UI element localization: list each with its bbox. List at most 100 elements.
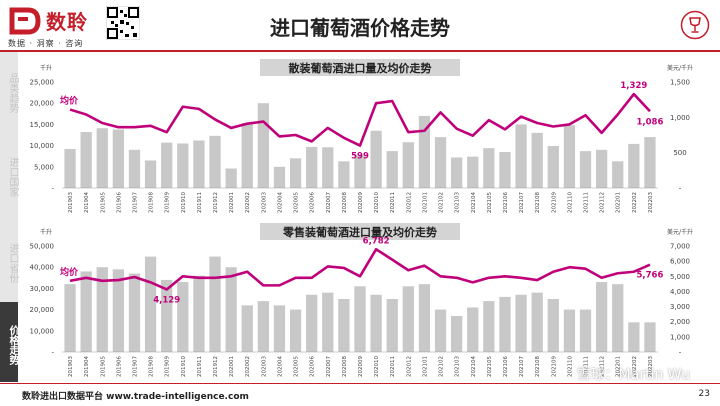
chart-bar xyxy=(209,135,221,188)
qr-code-icon xyxy=(106,6,140,40)
x-tick-label: 202202 xyxy=(632,192,638,213)
x-tick-label: 202009 xyxy=(358,356,364,377)
sidebar-tab-price-trend[interactable]: 价格走势 xyxy=(0,302,18,382)
chart-bar xyxy=(273,166,286,188)
x-tick-label: 202011 xyxy=(390,356,396,377)
logo-tagline: 数据 · 洞察 · 咨询 xyxy=(8,39,84,48)
chart-bar xyxy=(547,146,559,188)
chart-bar xyxy=(161,279,173,352)
chart-bar xyxy=(595,149,608,188)
chart-title-bar xyxy=(260,223,460,240)
x-tick-label: 202004 xyxy=(277,356,283,377)
sidebar-tab-import-province[interactable]: 进口省份 xyxy=(7,243,18,283)
x-tick-label: 202012 xyxy=(406,356,412,377)
chart-title-bar xyxy=(260,59,460,76)
chart-bar xyxy=(80,132,92,188)
chart-bar xyxy=(612,284,624,352)
chart-bar xyxy=(402,286,414,352)
y2-tick-label: 500 xyxy=(673,149,686,157)
bulk-wine-chart: 散装葡萄酒进口量及均价走势 千升 美元/千升 - 5,000 10,000 15,000 20… xyxy=(30,59,693,213)
chart-bar xyxy=(112,129,125,188)
chart-bar xyxy=(579,309,592,352)
chart-bar xyxy=(515,294,527,352)
chart-bar xyxy=(434,137,447,188)
y2-tick-label: 6,000 xyxy=(670,258,690,266)
chart-title: 散装葡萄酒进口量及均价走势 xyxy=(289,61,432,75)
chart-bar xyxy=(434,309,447,352)
chart-bar xyxy=(161,142,173,188)
chart-bar xyxy=(193,275,205,352)
chart-bar xyxy=(612,161,624,188)
x-tick-label: 201912 xyxy=(213,192,219,213)
x-tick-label: 201907 xyxy=(132,192,138,213)
sidebar-tab-import-country[interactable]: 进口国家 xyxy=(7,157,18,197)
chart-bar xyxy=(418,284,431,352)
chart-bar xyxy=(273,305,286,352)
x-tick-label: 202007 xyxy=(326,192,332,213)
chart-bar xyxy=(628,143,640,188)
x-tick-label: 202203 xyxy=(648,356,654,377)
chart-bar xyxy=(289,309,302,352)
x-tick-label: 202104 xyxy=(471,356,477,377)
logo-icon xyxy=(9,7,41,35)
x-tick-label: 202101 xyxy=(422,356,428,377)
chart-bar xyxy=(354,286,366,352)
y2-tick-label: 3,000 xyxy=(670,303,690,311)
x-tick-label: 201907 xyxy=(132,356,138,377)
data-label: 6,782 xyxy=(363,236,390,246)
y-tick-label: 30,000 xyxy=(30,285,55,293)
x-tick-label: 202102 xyxy=(439,192,445,213)
x-tick-label: 201903 xyxy=(68,192,74,213)
chart-bar xyxy=(563,309,576,352)
chart-bar xyxy=(289,158,302,188)
chart-bar xyxy=(483,148,495,188)
x-tick-label: 202001 xyxy=(229,356,235,377)
x-tick-label: 201906 xyxy=(116,356,122,377)
chart-bar xyxy=(112,269,125,352)
y-tick-label: 20,000 xyxy=(30,100,55,108)
y2-tick-label: - xyxy=(679,185,682,193)
x-tick-label: 202110 xyxy=(567,192,573,213)
x-tick-label: 202012 xyxy=(406,192,412,213)
chart-bar xyxy=(144,256,157,352)
x-tick-label: 202111 xyxy=(584,192,590,213)
x-tick-label: 202102 xyxy=(439,356,445,377)
logo-text: 数聆 xyxy=(46,10,88,34)
data-label: 4,129 xyxy=(153,295,180,305)
x-tick-label: 201908 xyxy=(149,192,155,213)
x-tick-label: 202111 xyxy=(584,356,590,377)
y-tick-label: - xyxy=(51,185,54,193)
y2-tick-label: 1,000 xyxy=(670,114,690,122)
y2-tick-label: 2,000 xyxy=(670,318,690,326)
chart-bar xyxy=(128,149,141,188)
line-series-label: 均价 xyxy=(60,266,79,278)
x-tick-label: 202105 xyxy=(487,192,493,213)
sidebar-tab-category-trend[interactable]: 品类趋势 xyxy=(7,73,18,113)
y2-axis-unit: 美元/千升 xyxy=(667,64,693,72)
x-tick-label: 202202 xyxy=(632,356,638,377)
sidebar: 品类趋势 进口国家 进口省份 价格走势 xyxy=(0,52,18,382)
x-tick-label: 202001 xyxy=(229,192,235,213)
chart-bar xyxy=(531,292,543,352)
retail-wine-chart: 零售装葡萄酒进口量及均价走势 千升 美元/千升 - 10,000 20,000 30,000… xyxy=(30,223,693,377)
chart-bar xyxy=(579,151,592,188)
x-tick-label: 202011 xyxy=(390,192,396,213)
x-tick-label: 201905 xyxy=(100,356,106,377)
y2-tick-label: 1,500 xyxy=(670,79,690,87)
chart-bar xyxy=(257,103,269,188)
chart-bar xyxy=(338,299,350,352)
x-tick-label: 202106 xyxy=(503,192,509,213)
x-tick-label: 202201 xyxy=(616,356,622,377)
x-tick-label: 202002 xyxy=(245,356,251,377)
line-series-label: 均价 xyxy=(60,95,79,107)
x-tick-label: 202112 xyxy=(600,192,606,213)
y-axis-unit: 千升 xyxy=(40,228,52,236)
x-tick-label: 202203 xyxy=(648,192,654,213)
x-tick-label: 202105 xyxy=(487,356,493,377)
x-tick-label: 202201 xyxy=(616,192,622,213)
chart-bar xyxy=(418,115,431,188)
x-tick-label: 202005 xyxy=(294,192,300,213)
chart-bar xyxy=(177,282,189,352)
y-tick-label: 5,000 xyxy=(34,163,54,171)
x-tick-label: 201904 xyxy=(84,192,90,213)
